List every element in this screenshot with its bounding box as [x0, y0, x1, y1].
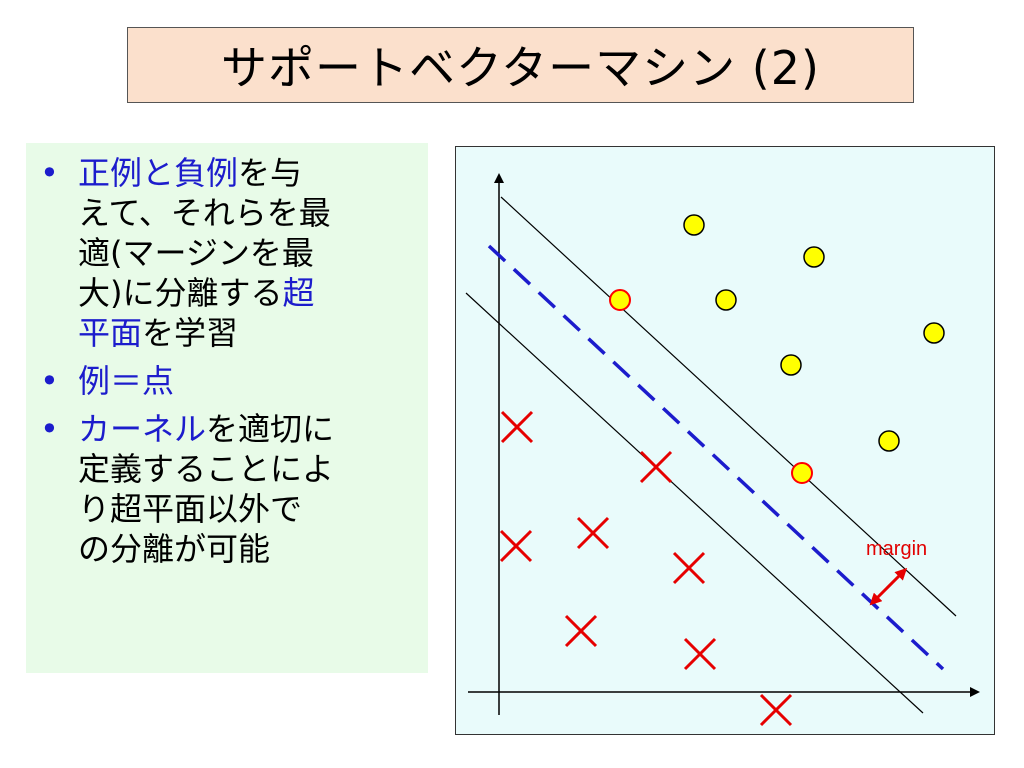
bullet-text: 適(マージンを最 — [78, 234, 314, 272]
negative-point — [672, 551, 706, 585]
bullet-list: • 正例と負例を与 えて、それらを最 適(マージンを最 大)に分離する超平面を学習 • 例＝… — [26, 143, 428, 569]
support-vector-point — [791, 462, 813, 484]
positive-point — [803, 246, 825, 268]
positive-point — [780, 354, 802, 376]
positive-point — [878, 430, 900, 452]
positive-point — [683, 214, 705, 236]
bullet-dot-icon: • — [40, 410, 59, 448]
bullet-item: • 正例と負例を与 えて、それらを最 適(マージンを最 大)に分離する超平面を学習 — [26, 153, 428, 353]
highlight-text: 平面 — [78, 314, 143, 352]
separating-hyperplane — [487, 244, 945, 671]
bullet-dot-icon: • — [40, 362, 59, 400]
negative-point — [683, 637, 717, 671]
bullet-text: の分離が可能 — [78, 530, 271, 568]
negative-point — [499, 529, 533, 563]
highlight-text: 超 — [282, 274, 315, 312]
bullet-text: を与 — [238, 154, 303, 192]
bullet-text: を学習 — [142, 314, 239, 352]
bullet-dot-icon: • — [40, 154, 59, 192]
highlight-text: カーネル — [78, 410, 207, 448]
margin-boundary-lower — [465, 292, 924, 714]
highlight-text: 正例と負例 — [78, 154, 239, 192]
margin-label: margin — [866, 538, 927, 560]
support-vector-point — [609, 289, 631, 311]
slide-title: サポートベクターマシン (2) — [221, 41, 820, 95]
negative-point — [500, 410, 534, 444]
negative-points — [499, 410, 793, 727]
negative-point — [564, 614, 598, 648]
highlight-text: 例＝点 — [78, 362, 175, 400]
negative-point — [639, 450, 673, 484]
positive-point — [715, 289, 737, 311]
bullet-text: 定義することによ — [78, 450, 335, 488]
title-box: サポートベクターマシン (2) — [127, 27, 914, 103]
bullet-text: 大)に分離する — [78, 274, 283, 312]
positive-point — [923, 322, 945, 344]
bullet-panel: • 正例と負例を与 えて、それらを最 適(マージンを最 大)に分離する超平面を学習 • 例＝… — [26, 143, 428, 673]
positive-points — [609, 214, 945, 484]
bullet-item: • カーネルを適切に 定義することによ り超平面以外で の分離が可能 — [26, 409, 428, 569]
svm-diagram-svg: margin — [465, 173, 980, 727]
margin-boundary-upper — [500, 196, 957, 617]
margin-arrow — [869, 567, 908, 606]
svm-diagram: margin — [455, 146, 995, 735]
bullet-text: り超平面以外で — [78, 490, 303, 528]
bullet-text: えて、それらを最 — [78, 194, 331, 232]
bullet-text: を適切に — [206, 410, 335, 448]
bullet-item: • 例＝点 — [26, 361, 428, 401]
negative-point — [759, 693, 793, 727]
negative-point — [576, 516, 610, 550]
